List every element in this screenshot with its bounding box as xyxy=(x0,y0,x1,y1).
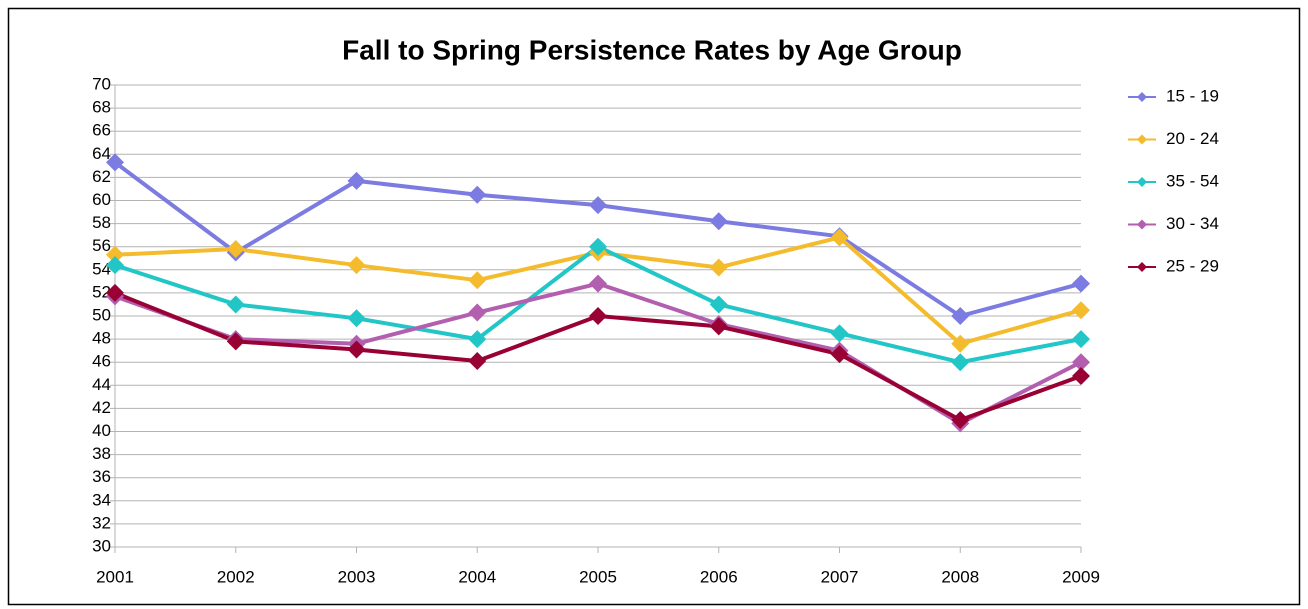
y-tick-label: 46 xyxy=(92,352,111,371)
y-tick-label: 64 xyxy=(92,144,111,163)
x-tick-label: 2009 xyxy=(1062,567,1100,586)
marker xyxy=(589,237,607,256)
y-tick-label: 36 xyxy=(92,467,111,486)
marker xyxy=(226,295,245,314)
y-tick-label: 56 xyxy=(92,236,111,255)
y-tick-label: 48 xyxy=(92,329,111,348)
y-tick-label: 40 xyxy=(92,421,111,440)
marker xyxy=(468,330,487,349)
legend-label: 35 - 54 xyxy=(1166,171,1219,190)
marker xyxy=(106,153,124,172)
marker xyxy=(709,212,728,231)
marker xyxy=(951,353,970,372)
marker xyxy=(468,271,487,290)
x-tick-label: 2001 xyxy=(96,567,134,586)
legend-label: 15 - 19 xyxy=(1166,86,1219,105)
y-tick-label: 50 xyxy=(92,305,111,324)
marker xyxy=(1072,301,1090,320)
marker xyxy=(226,332,245,351)
legend-marker xyxy=(1137,92,1147,102)
marker xyxy=(951,334,970,353)
marker xyxy=(951,410,970,429)
y-tick-label: 62 xyxy=(92,167,111,186)
y-tick-label: 60 xyxy=(92,190,111,209)
legend-label: 25 - 29 xyxy=(1166,256,1219,275)
marker xyxy=(468,185,487,204)
marker xyxy=(226,240,245,259)
marker xyxy=(347,309,366,328)
marker xyxy=(830,345,849,364)
x-tick-label: 2006 xyxy=(700,567,738,586)
legend-marker xyxy=(1137,134,1147,145)
chart-border xyxy=(7,7,1301,606)
marker xyxy=(951,307,970,325)
x-tick-label: 2007 xyxy=(821,567,859,586)
x-tick-label: 2003 xyxy=(338,567,376,586)
marker xyxy=(830,324,849,343)
y-tick-label: 38 xyxy=(92,444,111,463)
y-tick-label: 42 xyxy=(92,398,111,417)
marker xyxy=(709,258,728,277)
y-tick-label: 68 xyxy=(92,98,111,117)
marker xyxy=(106,283,124,302)
marker xyxy=(468,303,487,322)
chart-title: Fall to Spring Persistence Rates by Age … xyxy=(342,34,962,65)
marker xyxy=(1072,330,1090,349)
marker xyxy=(1072,367,1090,386)
marker xyxy=(106,245,124,264)
legend-marker xyxy=(1137,177,1147,187)
marker xyxy=(589,196,607,215)
marker xyxy=(1072,274,1090,293)
y-tick-label: 66 xyxy=(92,121,111,140)
marker xyxy=(468,352,487,371)
y-tick-label: 70 xyxy=(92,74,111,93)
x-tick-label: 2004 xyxy=(458,567,496,586)
y-tick-label: 44 xyxy=(92,375,111,394)
y-tick-label: 58 xyxy=(92,213,111,232)
marker xyxy=(1072,353,1090,372)
marker xyxy=(830,228,849,247)
marker xyxy=(709,317,728,336)
y-tick-label: 54 xyxy=(92,259,111,278)
marker xyxy=(347,171,366,190)
x-tick-label: 2008 xyxy=(941,567,979,586)
marker xyxy=(347,340,366,359)
marker xyxy=(589,274,607,293)
y-tick-label: 34 xyxy=(92,490,111,509)
marker xyxy=(347,256,366,275)
y-tick-label: 32 xyxy=(92,513,111,532)
x-tick-label: 2002 xyxy=(217,567,255,586)
marker xyxy=(589,307,607,325)
legend-label: 30 - 34 xyxy=(1166,214,1219,233)
marker xyxy=(106,256,124,275)
legend-marker xyxy=(1137,262,1147,272)
marker xyxy=(709,295,728,314)
legend-label: 20 - 24 xyxy=(1166,129,1219,148)
x-tick-label: 2005 xyxy=(579,567,617,586)
y-tick-label: 30 xyxy=(92,536,111,555)
legend-marker xyxy=(1137,219,1147,230)
